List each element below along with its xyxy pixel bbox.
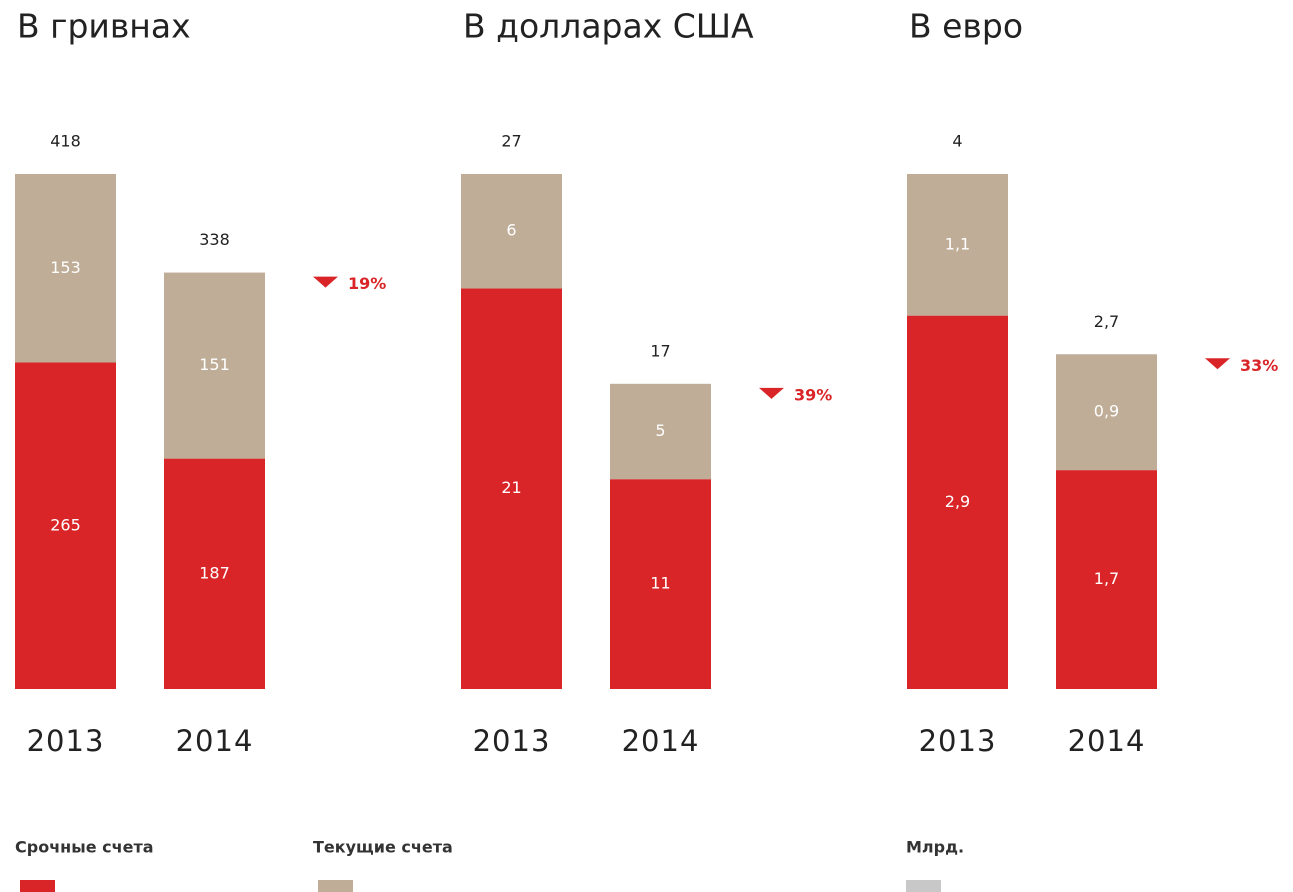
legend-swatch [20, 880, 55, 892]
x-tick-label: 2014 [1068, 724, 1146, 758]
bar-segment [461, 174, 562, 289]
segment-label: 5 [655, 421, 665, 440]
segment-label: 187 [199, 563, 230, 582]
change-label: 33% [1240, 356, 1278, 375]
segment-label: 2,9 [945, 492, 970, 511]
segment-label: 0,9 [1094, 402, 1119, 421]
panel-title: В евро [909, 7, 1023, 46]
unit-label: Млрд. [906, 838, 964, 857]
segment-label: 11 [650, 574, 670, 593]
change-label: 39% [794, 385, 832, 404]
bar-segment [15, 362, 116, 689]
unit-swatch [906, 880, 941, 892]
change-label: 19% [348, 274, 386, 293]
segment-label: 265 [50, 515, 81, 534]
x-tick-label: 2014 [622, 724, 700, 758]
legend-label: Текущие счета [313, 838, 453, 857]
bar-segment [907, 174, 1008, 316]
legend-swatch [318, 880, 353, 892]
bar-segment [610, 383, 711, 480]
panel-title: В гривнах [17, 7, 191, 46]
segment-label: 153 [50, 258, 81, 277]
total-label: 27 [501, 132, 521, 151]
bar-segment [907, 315, 1008, 689]
segment-label: 21 [501, 478, 521, 497]
total-label: 338 [199, 230, 230, 249]
bar-segment [1056, 470, 1157, 689]
x-tick-label: 2013 [473, 724, 551, 758]
bar-segment [610, 479, 711, 689]
segment-label: 1,7 [1094, 569, 1119, 588]
down-triangle [759, 387, 784, 399]
total-label: 418 [50, 132, 81, 151]
segment-label: 151 [199, 355, 230, 374]
bar-segment [15, 174, 116, 363]
x-tick-label: 2013 [27, 724, 105, 758]
bar-segment [164, 272, 265, 459]
down-triangle [313, 276, 338, 288]
bar-segment [1056, 354, 1157, 471]
down-triangle [1205, 358, 1230, 370]
x-tick-label: 2014 [176, 724, 254, 758]
total-label: 17 [650, 341, 670, 360]
x-tick-label: 2013 [919, 724, 997, 758]
panel-title: В долларах США [463, 7, 754, 46]
segment-label: 6 [506, 221, 516, 240]
total-label: 4 [952, 132, 962, 151]
total-label: 2,7 [1094, 312, 1119, 331]
segment-label: 1,1 [945, 234, 970, 253]
legend-label: Срочные счета [15, 838, 154, 857]
bar-segment [164, 458, 265, 689]
bar-segment [461, 288, 562, 689]
